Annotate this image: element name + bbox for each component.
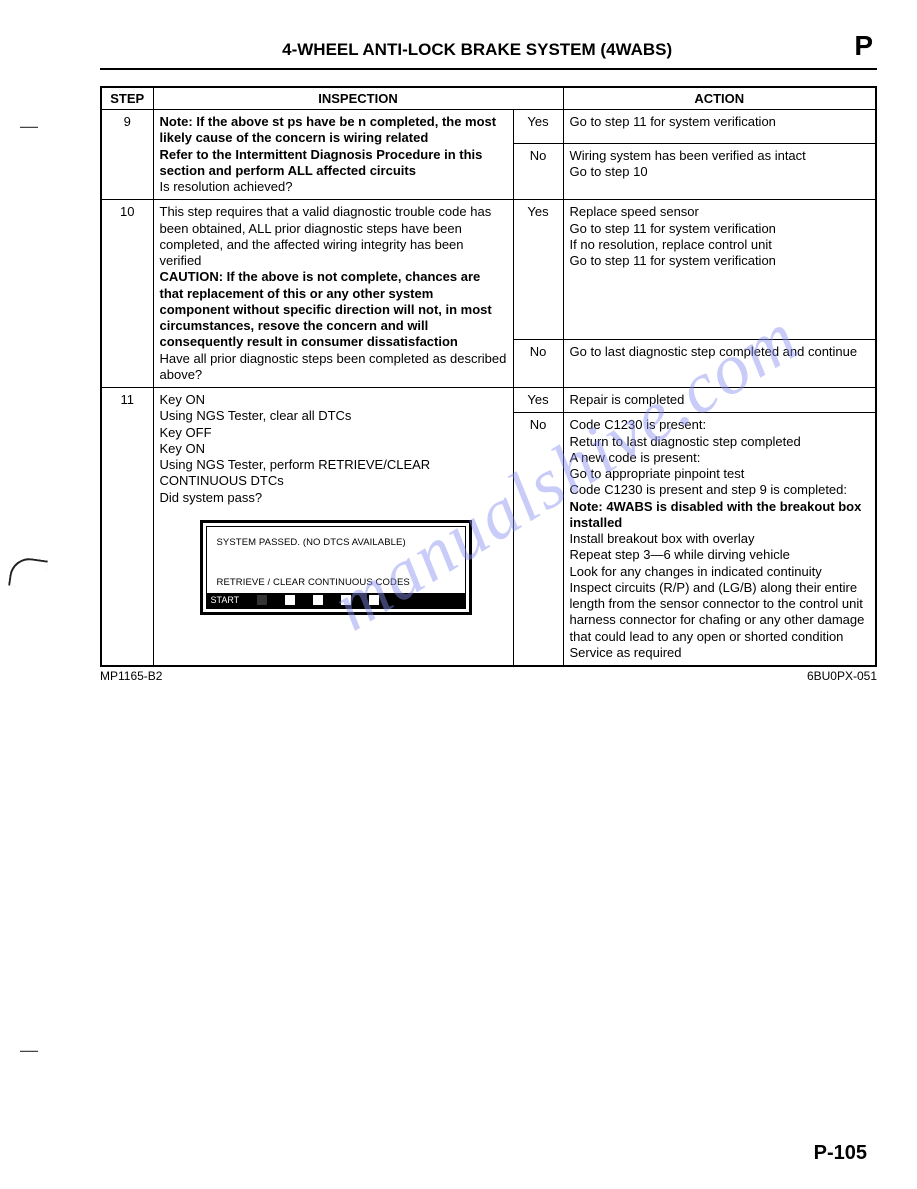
action-cell: Code C1230 is present:Return to last dia… <box>563 413 876 666</box>
yes-no-cell: No <box>513 144 563 200</box>
page-header: 4-WHEEL ANTI-LOCK BRAKE SYSTEM (4WABS) P <box>100 30 877 70</box>
step-cell: 9 <box>101 110 153 200</box>
footer-codes: MP1165-B2 6BU0PX-051 <box>100 669 877 683</box>
action-cell: Replace speed sensorGo to step 11 for sy… <box>563 200 876 340</box>
page-number: P-105 <box>814 1142 867 1165</box>
scan-artifact <box>8 556 48 591</box>
table-header-row: STEP INSPECTION ACTION <box>101 87 876 110</box>
page: — — 4-WHEEL ANTI-LOCK BRAKE SYSTEM (4WAB… <box>0 0 917 1189</box>
ngs-line1: SYSTEM PASSED. (NO DTCS AVAILABLE) <box>217 537 455 549</box>
section-letter: P <box>854 30 877 62</box>
inspection-cell: Key ONUsing NGS Tester, clear all DTCsKe… <box>153 388 513 667</box>
table-row: 9Note: If the above st ps have be n comp… <box>101 110 876 144</box>
table-row: 11Key ONUsing NGS Tester, clear all DTCs… <box>101 388 876 413</box>
col-step: STEP <box>101 87 153 110</box>
action-cell: Repair is completed <box>563 388 876 413</box>
page-title: 4-WHEEL ANTI-LOCK BRAKE SYSTEM (4WABS) <box>100 40 854 60</box>
scan-artifact: — <box>20 116 38 137</box>
footer-right: 6BU0PX-051 <box>807 669 877 683</box>
footer-left: MP1165-B2 <box>100 669 162 683</box>
action-cell: Go to last diagnostic step completed and… <box>563 340 876 388</box>
step-cell: 10 <box>101 200 153 388</box>
yes-no-cell: Yes <box>513 200 563 340</box>
ngs-bar: START <box>207 593 465 608</box>
step-cell: 11 <box>101 388 153 667</box>
action-cell: Wiring system has been verified as intac… <box>563 144 876 200</box>
ngs-start: START <box>211 595 240 606</box>
yes-no-cell: No <box>513 340 563 388</box>
col-inspection: INSPECTION <box>153 87 563 110</box>
diagnostic-table: STEP INSPECTION ACTION 9Note: If the abo… <box>100 86 877 667</box>
yes-no-cell: Yes <box>513 388 563 413</box>
scan-artifact: — <box>20 1040 38 1061</box>
inspection-cell: This step requires that a valid diagnost… <box>153 200 513 388</box>
yes-no-cell: No <box>513 413 563 666</box>
action-cell: Go to step 11 for system verification <box>563 110 876 144</box>
ngs-line2: RETRIEVE / CLEAR CONTINUOUS CODES <box>217 577 455 589</box>
inspection-cell: Note: If the above st ps have be n compl… <box>153 110 513 200</box>
yes-no-cell: Yes <box>513 110 563 144</box>
col-action: ACTION <box>563 87 876 110</box>
ngs-tester-box: SYSTEM PASSED. (NO DTCS AVAILABLE) RETRIE… <box>200 520 472 615</box>
table-row: 10This step requires that a valid diagno… <box>101 200 876 340</box>
